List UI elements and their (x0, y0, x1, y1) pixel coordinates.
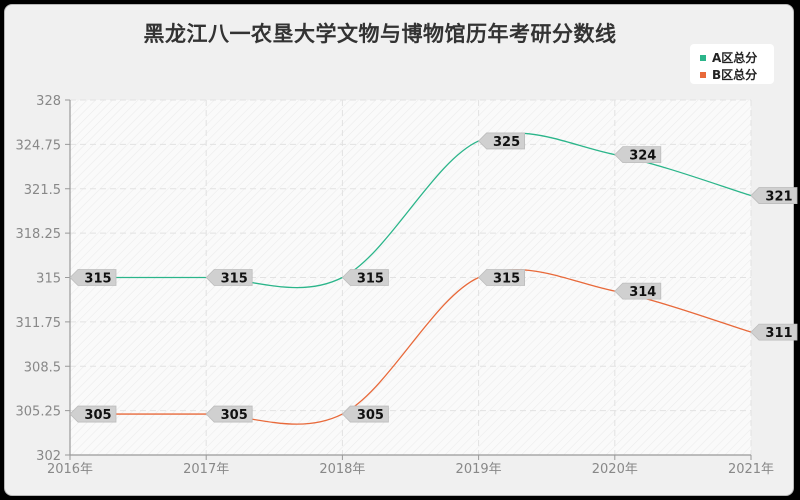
data-labels: 315 315 315 325 324 321 305 305 305 315 314 311 (69, 132, 798, 423)
data-point-label: 315 (478, 269, 525, 287)
x-tick-label: 2021年 (728, 462, 774, 477)
x-tick-label: 2016年 (47, 462, 93, 477)
data-point-label: 315 (69, 269, 117, 287)
y-tick-label: 311.75 (16, 316, 62, 331)
data-point-label: 324 (614, 146, 662, 164)
svg-text:314: 314 (629, 285, 656, 300)
data-point-label: 311 (750, 323, 798, 341)
svg-text:325: 325 (493, 135, 520, 150)
y-tick-label: 308.5 (24, 360, 61, 375)
y-tick-label: 315 (36, 272, 61, 287)
legend-swatch-b-icon (700, 71, 706, 78)
y-tick-label: 305.25 (16, 405, 62, 420)
svg-text:321: 321 (765, 190, 792, 205)
x-tick-label: 2018年 (319, 462, 365, 477)
x-tick-label: 2017年 (183, 462, 229, 477)
svg-text:305: 305 (221, 408, 248, 423)
data-point-label: 315 (205, 269, 253, 287)
svg-text:315: 315 (357, 272, 384, 287)
x-tick-label: 2019年 (456, 462, 502, 477)
y-tick-label: 324.75 (16, 138, 62, 153)
svg-text:324: 324 (629, 149, 656, 164)
svg-text:315: 315 (493, 272, 520, 287)
chart-title: 黑龙江八一农垦大学文物与博物馆历年考研分数线 (143, 22, 617, 46)
data-point-label: 315 (341, 269, 389, 287)
svg-text:311: 311 (765, 326, 792, 341)
y-tick-label: 318.25 (16, 227, 62, 242)
legend-label-a: A区总分 (712, 51, 758, 65)
y-tick-label: 328 (36, 94, 61, 109)
y-tick-label: 302 (36, 449, 61, 464)
svg-text:315: 315 (84, 272, 111, 287)
data-point-label: 305 (341, 405, 389, 423)
data-point-label: 325 (478, 132, 525, 150)
data-point-label: 314 (614, 282, 662, 300)
svg-text:305: 305 (357, 408, 384, 423)
legend-item-b[interactable]: B区总分 (700, 66, 757, 83)
x-tick-label: 2020年 (592, 462, 638, 477)
y-tick-label: 321.5 (24, 183, 61, 198)
svg-text:305: 305 (84, 408, 111, 423)
legend-item-a[interactable]: A区总分 (700, 49, 757, 66)
legend-label-b: B区总分 (712, 68, 758, 82)
axes: 328 324.75 321.5 318.25 315 311.75 308.5 305.25… (16, 94, 775, 477)
chart-legend: A区总分 B区总分 (690, 44, 774, 84)
data-point-label: 305 (69, 405, 117, 423)
legend-swatch-a-icon (700, 54, 706, 61)
data-point-label: 305 (205, 405, 253, 423)
svg-text:315: 315 (221, 272, 248, 287)
data-point-label: 321 (750, 187, 798, 205)
